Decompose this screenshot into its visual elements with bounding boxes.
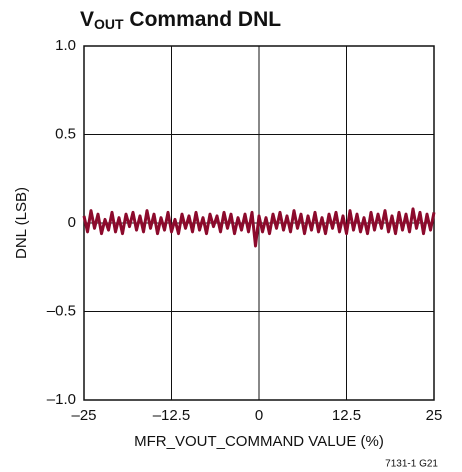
data-line: [82, 207, 436, 248]
x-tick-label: –12.5: [153, 407, 191, 424]
x-tick-label: 0: [255, 407, 263, 424]
x-axis-label: MFR_VOUT_COMMAND VALUE (%): [134, 433, 384, 450]
title-main: V: [80, 8, 94, 31]
figure-code: 7131-1 G21: [385, 459, 438, 470]
x-tick-label: –25: [71, 407, 96, 424]
y-tick-label: 0.5: [55, 125, 76, 142]
title-rest: Command DNL: [124, 8, 282, 31]
y-tick-label: 1.0: [55, 37, 76, 54]
chart-title: VOUT Command DNL: [80, 8, 281, 32]
y-tick-label: –0.5: [47, 302, 76, 319]
title-subscript: OUT: [94, 16, 124, 32]
y-tick-label: –1.0: [47, 391, 76, 408]
y-tick-label: 0: [68, 214, 76, 231]
x-tick-label: 25: [426, 407, 443, 424]
x-tick-label: 12.5: [332, 407, 361, 424]
plot-frame: [83, 45, 435, 401]
y-axis-label: DNL (LSB): [13, 187, 30, 259]
